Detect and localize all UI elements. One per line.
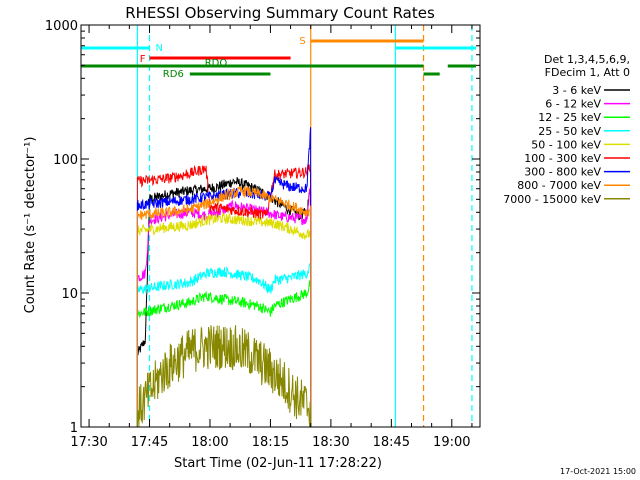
x-tick-label-4: 18:30 — [312, 435, 349, 450]
y-tick-label-1: 10 — [61, 287, 78, 302]
legend-entry-6: 300 - 800 keV — [524, 166, 601, 179]
series-line-5 — [136, 164, 312, 428]
legend-entry-7: 800 - 7000 keV — [517, 179, 601, 192]
y-tick-label-3: 1000 — [45, 19, 78, 34]
chart-title: RHESSI Observing Summary Count Rates — [125, 4, 435, 22]
series-line-4 — [136, 211, 312, 428]
y-tick-label-2: 100 — [53, 153, 78, 168]
legend-entry-0: 3 - 6 keV — [552, 84, 601, 97]
x-tick-label-5: 18:45 — [373, 435, 410, 450]
series-line-8 — [136, 325, 312, 428]
x-tick-label-1: 17:45 — [131, 435, 168, 450]
series-line-0 — [136, 177, 312, 428]
series-line-2 — [136, 277, 312, 428]
x-tick-label-0: 17:30 — [70, 435, 107, 450]
legend-entry-5: 100 - 300 keV — [524, 152, 601, 165]
flag-label-f: F — [140, 54, 146, 65]
flag-label-s: S — [299, 36, 305, 47]
legend-entry-1: 6 - 12 keV — [545, 98, 601, 111]
flag-label-rdo: RDO — [205, 58, 228, 69]
y-axis-label: Count Rate (s⁻¹ detector⁻¹) — [23, 137, 38, 314]
footer-date: 17-Oct-2021 15:00 — [560, 467, 636, 476]
legend-header-1: FDecim 1, Att 0 — [545, 66, 630, 79]
flag-label-rd6: RD6 — [163, 69, 184, 80]
flag-label-n: N — [156, 43, 163, 54]
series-line-3 — [136, 261, 312, 428]
legend-entry-2: 12 - 25 keV — [538, 111, 601, 124]
series-line-1 — [136, 184, 312, 428]
x-tick-label-6: 19:00 — [433, 435, 470, 450]
legend-entry-8: 7000 - 15000 keV — [503, 193, 601, 206]
legend: Det 1,3,4,5,6,9,FDecim 1, Att 0 3 - 6 keV… — [503, 53, 630, 206]
x-tick-label-2: 18:00 — [191, 435, 228, 450]
plot-frame — [80, 24, 481, 428]
legend-entry-3: 25 - 50 keV — [538, 125, 601, 138]
legend-entry-4: 50 - 100 keV — [531, 138, 601, 151]
axes: 17:30 17:45 18:00 18:15 18:30 18:45 19:00 1 10 10… — [45, 19, 480, 450]
x-axis-label: Start Time (02-Jun-11 17:28:22) — [174, 456, 382, 471]
series-group — [136, 127, 312, 428]
y-tick-label-0: 1 — [70, 421, 78, 436]
series-line-7 — [136, 185, 312, 428]
flag-bars: N S F RDO RD6 — [81, 36, 476, 80]
x-tick-label-3: 18:15 — [252, 435, 289, 450]
legend-header-0: Det 1,3,4,5,6,9, — [544, 53, 630, 66]
